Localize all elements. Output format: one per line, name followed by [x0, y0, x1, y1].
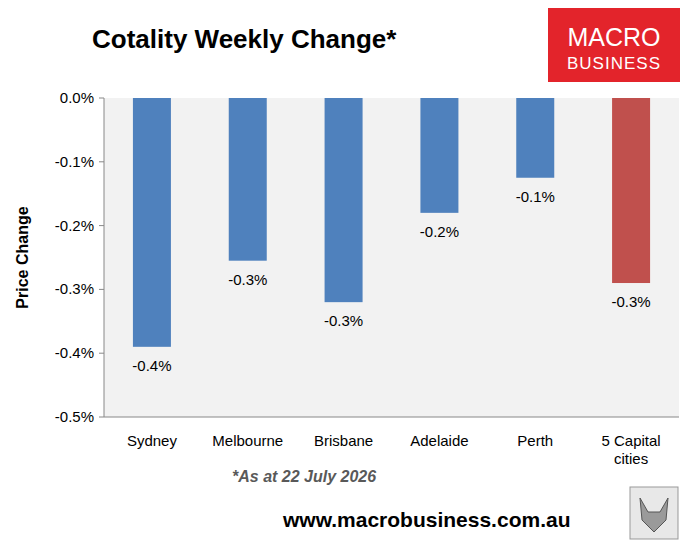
x-tick-label-line: Perth — [517, 432, 553, 449]
x-tick-label-line: Brisbane — [314, 432, 373, 449]
emblem-fox — [640, 498, 668, 532]
y-axis-title: Price Change — [14, 206, 31, 308]
data-labels: -0.4% -0.3% -0.3% -0.2% -0.1% -0.3% — [132, 188, 650, 374]
x-tick-label: Perth — [517, 432, 553, 449]
data-label: -0.2% — [420, 223, 459, 240]
x-tick-label: Adelaide — [410, 432, 468, 449]
logo-text: MACRO — [567, 23, 660, 51]
bar — [612, 98, 650, 283]
x-tick-label-line: Sydney — [127, 432, 178, 449]
data-label: -0.3% — [611, 293, 650, 310]
y-tick — [99, 161, 104, 162]
x-tick-label-line: 5 Capital — [601, 432, 660, 449]
bars — [133, 98, 650, 347]
data-label: -0.1% — [516, 188, 555, 205]
title: Cotality Weekly Change* — [92, 24, 397, 54]
chart: Cotality Weekly Change* MACRO BUSINESS 0.0%… — [0, 0, 689, 544]
x-axis-line — [104, 417, 679, 418]
y-tick — [99, 353, 104, 354]
y-axis: 0.0% -0.1% -0.2% -0.3% -0.4% -0.5% — [55, 89, 104, 425]
x-tick-label: Melbourne — [212, 432, 283, 449]
x-tick-label-line: Adelaide — [410, 432, 468, 449]
bar — [420, 98, 458, 213]
note: *As at 22 July 2026 — [232, 468, 376, 485]
x-tick-label: Sydney — [127, 432, 178, 449]
y-tick-label: 0.0% — [60, 89, 94, 106]
logo-text: BUSINESS — [567, 54, 661, 73]
y-tick-label: -0.4% — [55, 344, 94, 361]
y-tick — [99, 98, 104, 99]
x-tick-label-line: Melbourne — [212, 432, 283, 449]
bar — [133, 98, 171, 347]
y-tick-label: -0.1% — [55, 153, 94, 170]
x-tick-label: 5 Capitalcities — [601, 432, 660, 467]
source: www.macrobusiness.com.au — [282, 508, 570, 531]
logo: MACRO BUSINESS — [548, 8, 680, 82]
y-tick — [99, 289, 104, 290]
data-label: -0.3% — [324, 312, 363, 329]
data-label: -0.4% — [132, 357, 171, 374]
plot-area — [104, 98, 679, 417]
y-tick — [99, 417, 104, 418]
emblem — [630, 487, 678, 539]
y-tick-label: -0.3% — [55, 280, 94, 297]
y-tick-label: -0.2% — [55, 217, 94, 234]
x-tick-label: Brisbane — [314, 432, 373, 449]
bar — [516, 98, 554, 178]
y-tick-label: -0.5% — [55, 408, 94, 425]
y-tick — [99, 225, 104, 226]
bar — [229, 98, 267, 261]
y-axis-line — [104, 98, 105, 417]
data-label: -0.3% — [228, 271, 267, 288]
x-axis: Sydney Melbourne Brisbane Adelaide Perth 5 Ca… — [127, 432, 661, 467]
logo-box — [548, 8, 680, 82]
x-tick-label-line: cities — [614, 450, 648, 467]
bar — [325, 98, 363, 302]
